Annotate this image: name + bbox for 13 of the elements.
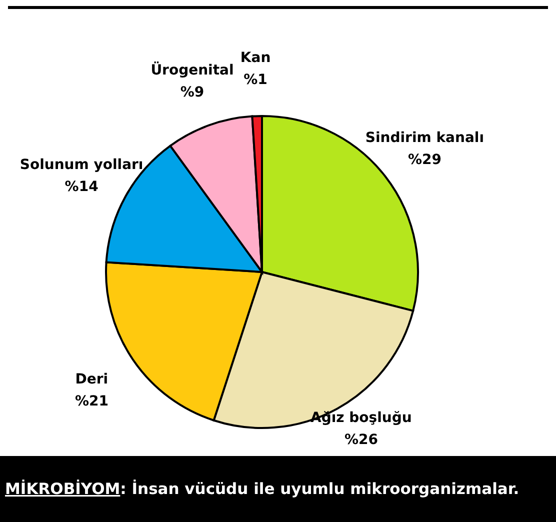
slice-label: Solunum yolları bbox=[20, 156, 144, 173]
data-label: %9 bbox=[180, 84, 204, 100]
data-label: %14 bbox=[64, 178, 99, 195]
slice-label: Kan bbox=[240, 50, 271, 66]
text: : İnsan vücüdu ile uyumlu mikroorganizmalar. bbox=[120, 479, 520, 498]
slice-label: Sindirim kanalı bbox=[365, 130, 484, 146]
data-label: %29 bbox=[408, 152, 442, 168]
slice-label: Ürogenital bbox=[150, 61, 234, 78]
data-label: %26 bbox=[344, 432, 378, 448]
text: MİKROBİYOM bbox=[5, 479, 120, 498]
data-label: %1 bbox=[244, 72, 268, 88]
slice-label: Deri bbox=[75, 372, 108, 388]
data-label: %21 bbox=[74, 394, 108, 410]
